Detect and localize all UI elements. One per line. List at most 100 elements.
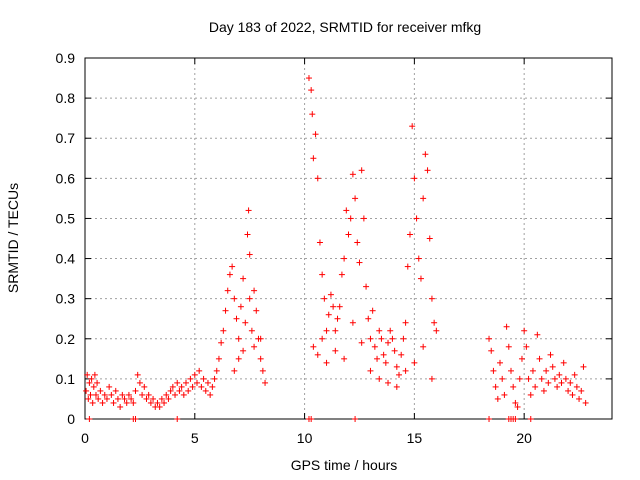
data-point: [486, 416, 493, 422]
data-point: [99, 399, 106, 406]
data-point: [512, 416, 519, 422]
data-point: [163, 391, 170, 398]
data-point: [525, 375, 532, 382]
data-point: [132, 387, 139, 394]
data-point: [336, 303, 343, 310]
x-tick-label: 10: [297, 430, 313, 446]
data-point: [490, 367, 497, 374]
data-point: [420, 343, 427, 350]
data-point: [246, 295, 253, 302]
data-point: [114, 395, 121, 402]
data-point: [558, 379, 565, 386]
data-point: [101, 391, 108, 398]
data-point: [497, 359, 504, 366]
data-point: [532, 383, 539, 390]
data-point: [220, 327, 227, 334]
data-point: [174, 379, 181, 386]
data-point: [349, 319, 356, 326]
data-point: [499, 375, 506, 382]
data-point: [411, 359, 418, 366]
data-point: [305, 75, 312, 82]
data-point: [123, 399, 130, 406]
y-tick-label: 0.5: [56, 210, 76, 226]
data-point: [310, 155, 317, 162]
y-axis: 0 0.1 0.2 0.3 0.4 0.5 0.6 0.7 0.8 0.9: [56, 50, 612, 427]
data-point: [571, 371, 578, 378]
data-point: [334, 315, 341, 322]
data-point: [486, 335, 493, 342]
data-point: [543, 367, 550, 374]
data-point: [376, 375, 383, 382]
data-point: [523, 343, 530, 350]
y-tick-label: 0.7: [56, 130, 76, 146]
data-point: [400, 335, 407, 342]
data-point: [176, 387, 183, 394]
chart-title: Day 183 of 2022, SRMTID for receiver mfk…: [209, 19, 481, 35]
data-point: [330, 303, 337, 310]
data-point: [237, 303, 244, 310]
data-point: [314, 351, 321, 358]
data-point: [521, 327, 528, 334]
data-point: [582, 399, 589, 406]
data-point: [569, 391, 576, 398]
data-point: [503, 323, 510, 330]
data-point: [119, 391, 126, 398]
data-point: [257, 335, 264, 342]
data-point: [189, 383, 196, 390]
data-point: [130, 399, 137, 406]
data-point: [233, 315, 240, 322]
data-point: [121, 395, 128, 402]
data-point: [371, 343, 378, 350]
data-point: [332, 327, 339, 334]
data-point: [422, 151, 429, 158]
data-point: [352, 416, 359, 422]
data-point: [251, 343, 258, 350]
data-point: [309, 111, 316, 118]
data-point: [391, 347, 398, 354]
data-point: [259, 367, 266, 374]
data-point: [248, 327, 255, 334]
data-point: [251, 287, 258, 294]
data-point: [245, 207, 252, 214]
data-point: [319, 335, 326, 342]
data-point: [246, 251, 253, 258]
data-point: [172, 391, 179, 398]
data-point: [433, 327, 440, 334]
data-point: [385, 379, 392, 386]
data-point: [207, 391, 214, 398]
data-point: [84, 371, 91, 378]
data-point: [518, 355, 525, 362]
y-tick-label: 0.9: [56, 50, 76, 66]
data-point: [338, 271, 345, 278]
data-point: [494, 395, 501, 402]
data-point: [106, 383, 113, 390]
data-point: [312, 131, 319, 138]
data-point: [235, 335, 242, 342]
data-point: [103, 395, 110, 402]
data-point: [128, 395, 135, 402]
data-point: [174, 416, 181, 422]
data-point: [402, 367, 409, 374]
data-point: [431, 319, 438, 326]
data-point: [87, 391, 94, 398]
data-point: [85, 395, 92, 402]
data-point: [257, 355, 264, 362]
data-points: [83, 75, 589, 422]
data-point: [327, 291, 334, 298]
data-point: [112, 387, 119, 394]
data-point: [211, 375, 218, 382]
data-point: [185, 387, 192, 394]
data-point: [426, 235, 433, 242]
data-point: [358, 339, 365, 346]
data-point: [88, 375, 95, 382]
data-point: [319, 271, 326, 278]
data-point: [393, 363, 400, 370]
data-point: [242, 319, 249, 326]
data-point: [402, 319, 409, 326]
y-tick-label: 0.1: [56, 371, 76, 387]
data-point: [196, 367, 203, 374]
data-point: [536, 355, 543, 362]
data-point: [358, 167, 365, 174]
data-point: [404, 263, 411, 270]
data-point: [360, 215, 367, 222]
